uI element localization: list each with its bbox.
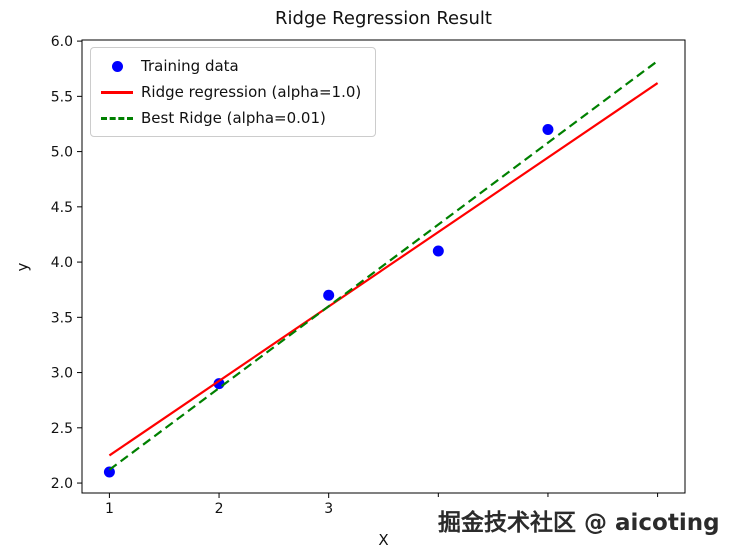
y-tick-label: 3.5	[51, 310, 73, 326]
legend-item-best-ridge: Best Ridge (alpha=0.01)	[101, 109, 361, 127]
legend: Training data Ridge regression (alpha=1.…	[90, 47, 377, 137]
training-data-point	[213, 378, 225, 390]
y-tick-label: 4.5	[51, 200, 73, 216]
watermark: 掘金技术社区 @ aicoting	[430, 497, 728, 541]
y-tick-label: 3.0	[51, 366, 73, 382]
chart-title: Ridge Regression Result	[275, 8, 492, 29]
best-ridge-alpha-0-01-line	[108, 60, 659, 471]
legend-marker-dot-icon	[112, 60, 123, 72]
training-data-point	[103, 466, 115, 478]
x-tick-label: 1	[105, 501, 114, 517]
x-axis-label: X	[378, 531, 389, 549]
y-tick-label: 2.5	[51, 421, 73, 437]
training-data-point	[542, 123, 554, 135]
y-axis-label: y	[13, 262, 32, 272]
x-tick-label: 3	[324, 501, 333, 517]
y-tick-label: 4.0	[51, 255, 73, 271]
x-tick-label: 2	[215, 501, 224, 517]
legend-marker-solid-line-icon	[101, 90, 133, 94]
y-tick-label: 5.5	[51, 89, 73, 105]
legend-label-best-ridge: Best Ridge (alpha=0.01)	[141, 109, 326, 127]
ridge-regression-alpha-1-0-line	[108, 82, 659, 457]
y-tick-label: 2.0	[51, 476, 73, 492]
y-tick-label: 6.0	[51, 34, 73, 50]
training-data-point	[432, 245, 444, 257]
legend-marker-dashed-line-icon	[101, 116, 133, 120]
legend-item-ridge-regression: Ridge regression (alpha=1.0)	[101, 83, 361, 101]
legend-label-training-data: Training data	[141, 57, 239, 75]
y-tick-label: 5.0	[51, 145, 73, 161]
legend-label-ridge-regression: Ridge regression (alpha=1.0)	[141, 83, 362, 101]
training-data-point	[323, 289, 335, 301]
legend-item-training-data: Training data	[101, 57, 361, 75]
